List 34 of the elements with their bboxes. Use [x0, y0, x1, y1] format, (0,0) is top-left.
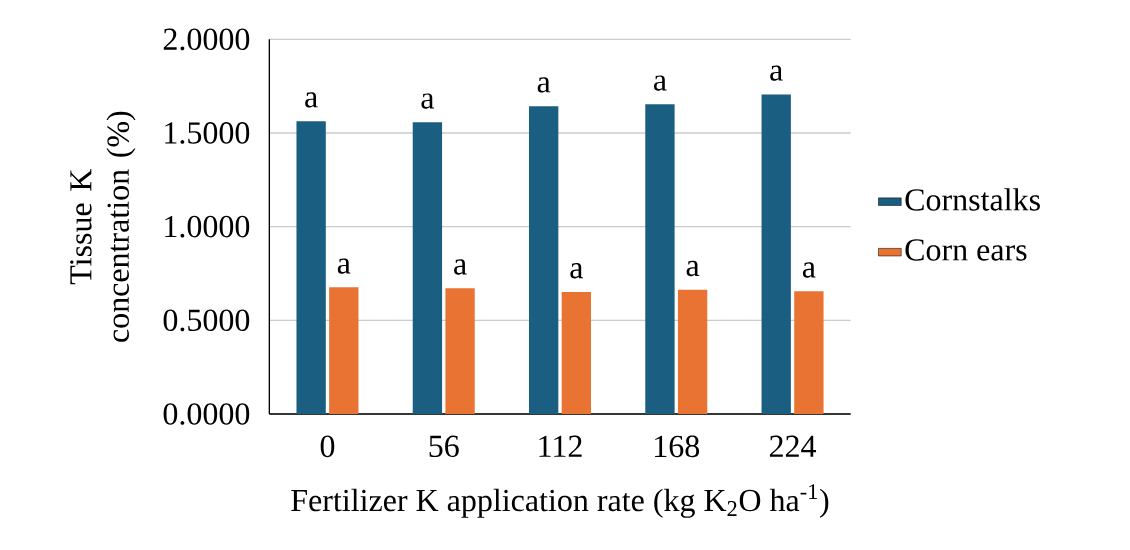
y-tick-label: 1.5000: [165, 122, 250, 144]
y-tick-label: 0.5000: [163, 309, 250, 332]
x-tick-label: 224: [769, 435, 817, 457]
y-tick-label: 2.0000: [163, 28, 250, 51]
annotation: a: [653, 75, 667, 91]
annotation: a: [421, 93, 435, 109]
bar: [529, 106, 559, 414]
annotation: a: [337, 258, 351, 274]
bar: [296, 121, 326, 414]
y-axis-title: Tissue K concentration (%): [70, 111, 136, 342]
bar: [445, 288, 475, 414]
legend-label: Cornstalks: [905, 188, 1040, 211]
bar: [329, 287, 359, 414]
bar: [761, 94, 791, 414]
y-tick-label: 0.0000: [163, 403, 250, 425]
annotation: a: [305, 92, 318, 108]
annotation: a: [454, 259, 467, 275]
bar: [677, 289, 708, 414]
y-tick-label: 1.0000: [165, 215, 250, 238]
bar: [412, 122, 443, 414]
x-tick-label: 112: [539, 435, 582, 457]
x-tick-label: 0: [320, 435, 335, 458]
x-axis-title: Fertilizer K application rate (kg K$_{2}$O ha$^{-1}$): [291, 484, 829, 518]
annotation: a: [770, 65, 783, 81]
x-tick-label: 168: [655, 435, 700, 458]
annotation: a: [686, 260, 700, 277]
annotation: a: [570, 263, 583, 279]
annotation: a: [537, 77, 551, 93]
x-tick-label: 56: [429, 435, 459, 458]
legend-label: Corn ears: [905, 239, 1027, 261]
annotation: a: [802, 262, 816, 278]
bar: [645, 104, 675, 414]
bar: [794, 291, 824, 414]
bar: [561, 292, 592, 414]
